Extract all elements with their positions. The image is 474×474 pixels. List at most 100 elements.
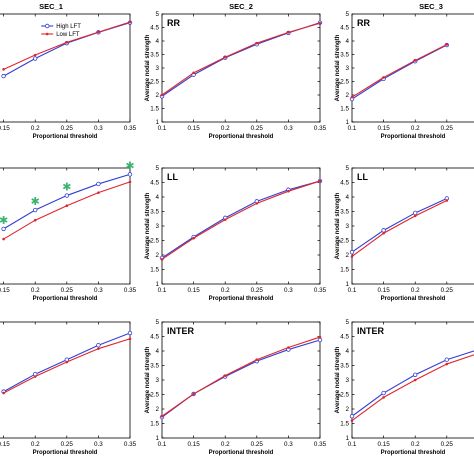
y-tick-label: 4 (155, 348, 159, 355)
x-tick-label: 0.15 (377, 125, 390, 132)
data-point-high-lft (444, 357, 449, 362)
chart-panel-6: 0.1 0.15 0.2 0.25 1 1.5 2 2.5 3 3.5 4 4.5 5 Proportio… (335, 165, 474, 302)
data-point-low-lft (192, 71, 195, 75)
series-line-high-lft (161, 180, 321, 259)
y-tick-label: 1 (345, 119, 349, 126)
axes-frame (351, 13, 474, 123)
y-tick-label: 4 (155, 194, 159, 201)
data-point-low-lft (382, 76, 385, 79)
y-tick-label: 2 (345, 406, 349, 413)
x-tick-label: 0.25 (441, 125, 454, 132)
x-axis-label: Proportional threshold (381, 450, 446, 456)
series-line-low-lft (351, 354, 474, 422)
data-point-low-lft (318, 179, 322, 183)
y-tick-label: 2.5 (150, 79, 159, 86)
panel-tag: RR (167, 18, 180, 28)
y-tick-label: 5 (345, 11, 349, 18)
x-tick-label: 0.35 (124, 441, 137, 448)
significance-star: ✱ (125, 159, 134, 172)
x-tick-label: 0.25 (61, 441, 74, 448)
data-point-low-lft (318, 21, 322, 25)
x-axis-label: Proportional threshold (381, 134, 446, 140)
x-tick-label: 0.25 (251, 125, 264, 132)
data-point-low-lft (128, 20, 132, 24)
y-tick-label: 4.5 (150, 180, 159, 187)
data-point-low-lft (223, 55, 227, 59)
axes-frame (161, 167, 321, 285)
panel-tag: INTER (167, 326, 195, 336)
data-point-low-lft (445, 199, 449, 202)
legend-entry: Low LFT (56, 32, 80, 38)
y-tick-label: 5 (155, 165, 159, 172)
data-point-low-lft (413, 378, 417, 382)
legend-entry: High LFT (56, 24, 81, 30)
y-axis-label: Average nodal strength (335, 192, 341, 259)
y-tick-label: 5 (155, 11, 159, 18)
y-tick-label: 3.5 (340, 363, 349, 370)
x-tick-label: 0.35 (314, 125, 327, 132)
data-point-high-lft (33, 56, 38, 61)
chart-panel-5: 0.1 0.15 0.2 0.25 0.3 0.35 1 1.5 2 2.5 3 3.5 4 4.5 5 Pr… (145, 165, 327, 302)
data-point-low-lft (65, 41, 69, 44)
panel-tag: RR (357, 18, 370, 28)
legend-marker (45, 23, 50, 29)
x-tick-label: 0.2 (221, 125, 230, 132)
x-tick-label: 0.35 (124, 125, 137, 132)
legend-marker (45, 32, 49, 36)
y-tick-label: 4.5 (340, 180, 349, 187)
y-tick-label: 3.5 (340, 209, 349, 216)
data-point-high-lft (96, 181, 101, 187)
series-line-low-lft (351, 44, 448, 98)
x-tick-label: 0.1 (158, 287, 167, 294)
y-tick-label: 3.5 (150, 52, 159, 59)
data-point-high-lft (1, 73, 6, 79)
significance-star: ✱ (62, 181, 71, 194)
x-axis-label: Proportional threshold (33, 296, 98, 302)
y-tick-label: 2 (155, 92, 159, 99)
chart-panel-8: 0.1 0.15 0.2 0.25 0.3 0.35 1 1.5 2 2.5 3 3.5 4 4.5 5 Pr… (145, 319, 327, 456)
x-tick-label: 0.15 (0, 287, 10, 294)
data-point-high-lft (381, 228, 386, 233)
x-tick-label: 0.2 (31, 287, 40, 294)
x-tick-label: 0.3 (284, 125, 293, 132)
chart-panel-7: 0.15 0.2 0.25 0.3 0.35 Proportional threshold (0, 321, 137, 456)
data-point-low-lft (287, 189, 290, 193)
chart-panel-1: 0.15 0.2 0.25 0.3 0.35 Proportional threshold… (0, 2, 137, 140)
x-axis-label: Proportional threshold (33, 450, 98, 456)
y-tick-label: 1 (345, 435, 349, 442)
series-line-low-lft (161, 180, 321, 260)
y-tick-label: 2.5 (340, 79, 349, 86)
y-tick-label: 4 (345, 348, 349, 355)
chart-panel-3: 0.1 0.15 0.2 0.25 1 1.5 2 2.5 3 3.5 4 4.5 5 Proportio… (335, 2, 474, 140)
data-point-low-lft (445, 362, 449, 366)
y-tick-label: 5 (345, 319, 349, 326)
x-tick-label: 0.1 (348, 287, 357, 294)
x-tick-label: 0.35 (124, 287, 137, 294)
x-tick-label: 0.1 (348, 125, 357, 132)
series-line-low-lft (161, 22, 321, 96)
data-point-low-lft (287, 31, 290, 34)
y-tick-label: 1.5 (340, 267, 349, 274)
chart-panel-9: 0.1 0.15 0.2 0.25 1 1.5 2 2.5 3 3.5 4 4.5 5 Proportio… (335, 319, 474, 456)
y-axis-label: Average nodal strength (145, 346, 151, 413)
x-tick-label: 0.2 (31, 125, 40, 132)
x-tick-label: 0.15 (187, 287, 200, 294)
panel-title: SEC_3 (419, 2, 443, 11)
y-tick-label: 5 (155, 319, 159, 326)
y-tick-label: 2 (155, 406, 159, 413)
series-line-high-lft (161, 22, 321, 97)
data-point-low-lft (350, 255, 354, 258)
data-point-low-lft (255, 41, 259, 45)
data-point-high-lft (349, 249, 355, 255)
y-tick-label: 2 (345, 92, 349, 99)
series-line-low-lft (351, 199, 448, 257)
data-point-low-lft (192, 236, 195, 240)
x-tick-label: 0.15 (377, 441, 390, 448)
y-tick-label: 1 (155, 281, 159, 288)
data-point-low-lft (128, 337, 132, 341)
x-axis-label: Proportional threshold (209, 296, 274, 302)
data-point-low-lft (413, 59, 417, 62)
x-tick-label: 0.1 (158, 441, 167, 448)
x-tick-label: 0.3 (284, 287, 293, 294)
x-tick-label: 0.25 (251, 441, 264, 448)
